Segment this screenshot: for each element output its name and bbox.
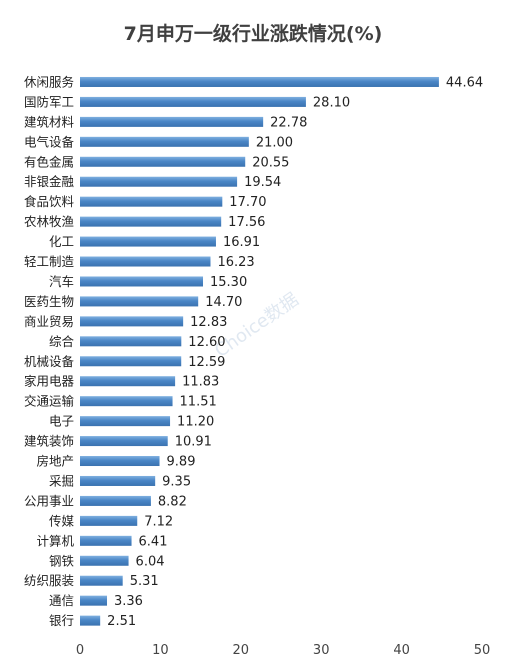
chart-title: 7月申万一级行业涨跌情况(%): [124, 22, 383, 45]
x-tick-label: 40: [393, 643, 410, 658]
category-label: 房地产: [36, 454, 74, 469]
category-label: 家用电器: [24, 374, 75, 389]
category-label: 通信: [49, 593, 74, 608]
data-label: 20.55: [252, 155, 289, 170]
data-label: 21.00: [256, 135, 293, 150]
bar: [80, 276, 204, 287]
bar: [80, 436, 168, 447]
category-label: 纺织服装: [24, 573, 74, 588]
data-label: 2.51: [107, 614, 136, 629]
bar: [80, 515, 138, 526]
bar: [80, 176, 238, 187]
category-label: 机械设备: [24, 354, 75, 369]
data-label: 5.31: [130, 574, 159, 589]
data-label: 8.82: [158, 494, 187, 509]
bar: [80, 236, 216, 247]
bars-group: [80, 76, 439, 626]
data-label: 11.83: [182, 375, 219, 390]
bar: [80, 196, 223, 207]
bar: [80, 615, 101, 626]
data-label: 6.04: [136, 554, 165, 569]
bar: [80, 376, 176, 387]
data-label: 11.51: [180, 395, 217, 410]
category-label: 国防军工: [24, 94, 74, 109]
bar: [80, 116, 264, 127]
data-label: 11.20: [177, 415, 214, 430]
x-axis-ticks: 0 10 20 30 40 50: [76, 643, 490, 658]
data-label: 44.64: [446, 75, 483, 90]
x-tick-label: 20: [233, 643, 250, 658]
data-label: 9.35: [162, 474, 191, 489]
category-label: 电气设备: [24, 134, 75, 149]
x-tick-label: 0: [76, 643, 84, 658]
data-label: 19.54: [244, 175, 281, 190]
data-label: 9.89: [167, 455, 196, 470]
category-label: 公用事业: [24, 493, 74, 508]
category-label: 传媒: [49, 513, 75, 528]
bar: [80, 495, 151, 506]
x-tick-label: 30: [313, 643, 330, 658]
data-label: 12.60: [188, 335, 225, 350]
category-label: 交通运输: [24, 394, 75, 409]
bar: [80, 136, 249, 147]
data-label: 3.36: [114, 594, 143, 609]
bar: [80, 475, 156, 486]
bar: [80, 156, 246, 167]
category-label: 医药生物: [24, 294, 74, 309]
bar: [80, 96, 306, 107]
bar: [80, 535, 132, 546]
data-label: 12.83: [190, 315, 227, 330]
data-label: 17.70: [229, 195, 266, 210]
value-labels: 44.64 28.10 22.78 21.00 20.55 19.54 17.70 17.56…: [107, 75, 483, 629]
data-label: 28.10: [313, 95, 350, 110]
bar: [80, 256, 211, 267]
category-label: 建筑装饰: [24, 434, 74, 449]
category-label: 采掘: [49, 473, 74, 488]
bar: [80, 416, 171, 427]
category-label: 综合: [49, 334, 75, 349]
bar: [80, 595, 108, 606]
data-label: 16.23: [217, 255, 254, 270]
category-label: 化工: [49, 234, 74, 249]
bar: [80, 336, 182, 347]
x-tick-label: 50: [474, 643, 491, 658]
data-label: 22.78: [270, 115, 307, 130]
category-label: 电子: [49, 414, 74, 429]
category-label: 汽车: [49, 274, 74, 289]
data-label: 7.12: [144, 514, 173, 529]
category-label: 食品饮料: [24, 194, 75, 209]
category-label: 银行: [49, 613, 74, 628]
category-label: 计算机: [36, 533, 74, 548]
bar: [80, 575, 123, 586]
bar: [80, 296, 199, 307]
data-label: 17.56: [228, 215, 265, 230]
data-label: 10.91: [175, 435, 212, 450]
x-tick-label: 10: [152, 643, 169, 658]
category-label: 有色金属: [24, 154, 74, 169]
bar: [80, 555, 129, 566]
category-label: 非银金融: [24, 174, 75, 189]
data-label: 14.70: [205, 295, 242, 310]
category-label: 农林牧渔: [24, 214, 74, 229]
bar: [80, 456, 160, 467]
bar: [80, 216, 222, 227]
bar: [80, 76, 439, 87]
data-label: 16.91: [223, 235, 260, 250]
data-label: 15.30: [210, 275, 247, 290]
category-label: 钢铁: [49, 553, 75, 568]
category-labels: 休闲服务国防军工建筑材料电气设备有色金属非银金融食品饮料农林牧渔化工轻工制造汽车…: [24, 74, 75, 628]
category-label: 建筑材料: [24, 114, 75, 129]
bar: [80, 356, 182, 367]
data-label: 12.59: [188, 355, 225, 370]
category-label: 商业贸易: [24, 314, 74, 329]
bar: [80, 396, 173, 407]
category-label: 轻工制造: [24, 254, 75, 269]
data-label: 6.41: [139, 534, 168, 549]
bar: [80, 316, 184, 327]
category-label: 休闲服务: [24, 74, 74, 89]
